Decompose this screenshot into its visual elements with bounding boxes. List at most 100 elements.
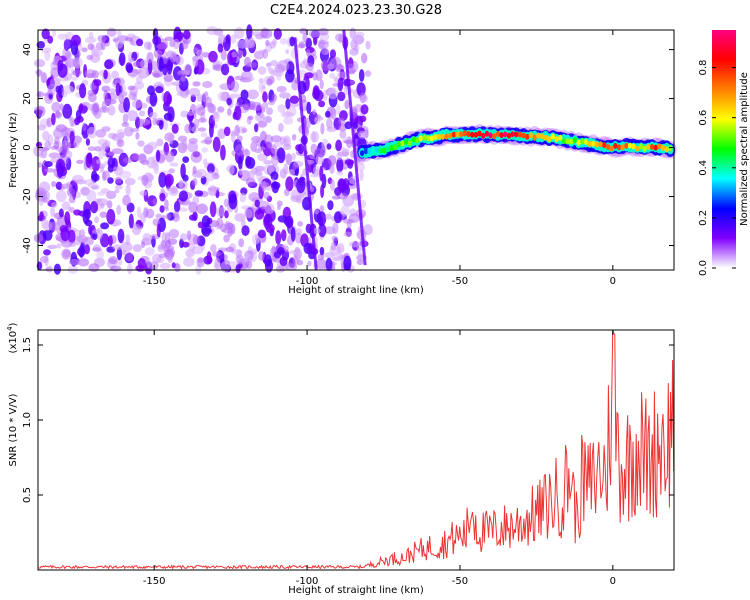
noise-cell xyxy=(85,73,94,78)
colorbar-tick-label: 0.2 xyxy=(698,210,709,226)
ridge-cell xyxy=(374,146,379,153)
noise-cell xyxy=(234,124,240,137)
noise-cell xyxy=(131,153,140,161)
noise-cell xyxy=(187,141,199,153)
noise-cell xyxy=(306,101,312,114)
noise-cell xyxy=(53,141,60,150)
noise-cell xyxy=(312,108,317,115)
ridge-cell xyxy=(660,144,666,151)
ridge-cell xyxy=(440,133,445,140)
noise-cell xyxy=(283,138,289,144)
noise-cell xyxy=(319,246,325,256)
noise-cell xyxy=(67,241,77,247)
noise-cell xyxy=(320,122,325,135)
noise-cell xyxy=(321,47,329,56)
noise-cell xyxy=(71,34,81,47)
noise-cell xyxy=(117,228,125,244)
noise-cell xyxy=(326,126,337,133)
noise-cell xyxy=(60,227,70,242)
noise-cell xyxy=(325,257,333,271)
noise-cell xyxy=(365,40,371,50)
noise-cell xyxy=(307,260,312,267)
noise-cell xyxy=(136,206,142,219)
noise-cell xyxy=(265,39,270,47)
x-tick-label: 0 xyxy=(610,276,616,287)
ridge-cell xyxy=(477,130,482,137)
noise-cell xyxy=(153,48,163,59)
noise-cell xyxy=(206,26,218,36)
ridge-cell xyxy=(492,133,497,140)
noise-cell xyxy=(357,252,363,259)
noise-cell xyxy=(128,57,135,63)
noise-cell xyxy=(258,181,270,188)
ridge-cell xyxy=(462,130,467,137)
noise-cell xyxy=(273,28,282,40)
noise-cell xyxy=(59,103,64,112)
noise-cell xyxy=(276,200,283,207)
noise-cell xyxy=(318,223,327,238)
noise-cell xyxy=(214,257,220,269)
noise-cell xyxy=(326,118,333,129)
ridge-cell xyxy=(426,135,431,142)
noise-cell xyxy=(104,59,114,70)
noise-cell xyxy=(106,208,116,225)
noise-cell xyxy=(181,241,190,248)
noise-cell xyxy=(343,255,352,271)
noise-cell xyxy=(78,244,85,258)
noise-cell xyxy=(158,56,164,72)
noise-cell xyxy=(217,128,226,139)
noise-cell xyxy=(276,147,286,164)
noise-cell xyxy=(201,147,208,153)
noise-cell xyxy=(195,168,207,179)
noise-cell xyxy=(121,83,126,93)
ridge-cell xyxy=(631,143,636,150)
noise-cell xyxy=(56,243,62,249)
noise-cell xyxy=(337,71,348,79)
ridge-cell xyxy=(539,133,545,140)
noise-cell xyxy=(340,204,350,217)
noise-cell xyxy=(271,93,277,102)
noise-cell xyxy=(169,52,178,63)
noise-cell xyxy=(312,227,321,235)
noise-cell xyxy=(194,190,204,197)
noise-cell xyxy=(208,185,217,197)
noise-cell xyxy=(216,206,227,217)
noise-cell xyxy=(289,95,300,104)
noise-cell xyxy=(135,132,140,140)
noise-cell xyxy=(105,190,117,200)
noise-cell xyxy=(353,121,358,130)
noise-cell xyxy=(285,98,291,110)
noise-cell xyxy=(152,198,158,205)
noise-cell xyxy=(192,56,199,68)
noise-cell xyxy=(50,157,58,164)
noise-cell xyxy=(68,195,76,204)
ridge-cell xyxy=(657,143,662,150)
noise-cell xyxy=(159,205,165,213)
noise-cell xyxy=(212,251,221,257)
noise-cell xyxy=(37,124,46,131)
noise-cell xyxy=(137,140,145,147)
noise-cell xyxy=(182,156,190,164)
snr-x-axis-label: Height of straight line (km) xyxy=(288,585,424,596)
noise-cell xyxy=(116,204,122,215)
noise-cell xyxy=(263,164,275,176)
noise-cell xyxy=(145,208,155,219)
noise-cell xyxy=(156,138,164,147)
noise-cell xyxy=(316,211,327,227)
ridge-cell xyxy=(561,138,567,145)
noise-cell xyxy=(44,161,53,168)
noise-cell xyxy=(136,38,144,47)
noise-cell xyxy=(183,257,195,267)
noise-cell xyxy=(196,106,206,116)
noise-cell xyxy=(60,183,73,189)
noise-cell xyxy=(115,82,121,96)
noise-cell xyxy=(39,181,51,193)
noise-cell xyxy=(356,259,364,265)
noise-cell xyxy=(120,241,133,252)
noise-cell xyxy=(86,54,94,61)
noise-cell xyxy=(319,79,324,90)
noise-cell xyxy=(41,218,49,230)
noise-cell xyxy=(262,101,269,110)
noise-cell xyxy=(164,132,175,142)
noise-cell xyxy=(234,27,245,39)
